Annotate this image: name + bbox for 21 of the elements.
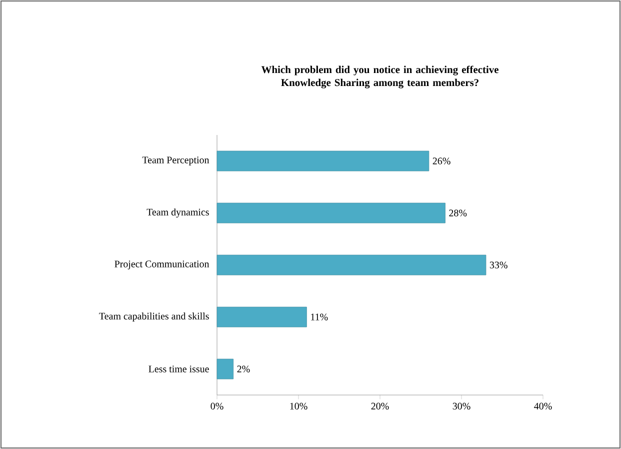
- x-tick-label: 40%: [534, 402, 552, 410]
- x-tick-label: 30%: [452, 402, 470, 410]
- bar: [216, 358, 234, 380]
- y-tick-label: Team Perception: [142, 156, 210, 166]
- bar: [216, 254, 486, 276]
- y-tick-label: Project Communication: [114, 260, 210, 270]
- data-label: 26%: [432, 158, 450, 164]
- bar: [216, 306, 307, 328]
- x-tick-label: 20%: [371, 402, 389, 410]
- bar: [216, 150, 430, 172]
- data-label: 2%: [237, 366, 250, 372]
- x-tick-label: 0%: [210, 402, 224, 410]
- y-tick-label: Team capabilities and skills: [99, 312, 209, 322]
- x-tick-label: 10%: [290, 402, 308, 410]
- data-label: 28%: [449, 210, 467, 216]
- y-tick-label: Less time issue: [148, 366, 209, 372]
- y-tick-label: Team dynamics: [146, 208, 209, 218]
- chart-title: Which problem did you notice in achieving effective Knowledge Sharing among team members?: [261, 66, 498, 88]
- bar: [216, 202, 446, 224]
- data-label: 11%: [311, 314, 328, 320]
- data-label: 33%: [490, 262, 508, 268]
